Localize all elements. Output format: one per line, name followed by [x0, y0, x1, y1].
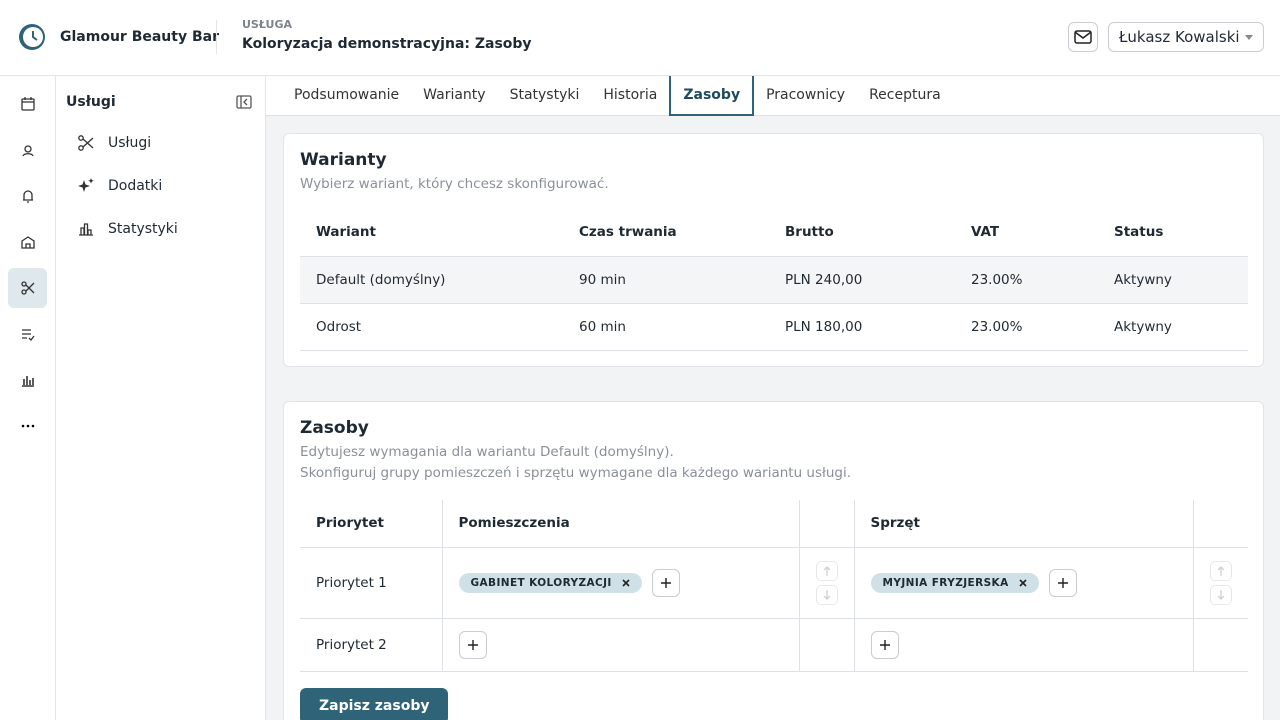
page-title: Koloryzacja demonstracyjna: Zasoby: [242, 36, 532, 52]
icon-rail: [0, 76, 56, 720]
header-row: Priorytet Pomieszczenia Sprzęt: [300, 500, 1248, 548]
resources-table: Priorytet Pomieszczenia Sprzęt Priorytet 1 G…: [300, 500, 1248, 672]
column-header: Priorytet: [300, 500, 442, 548]
cell: Default (domyślny): [300, 256, 563, 304]
cell: PLN 240,00: [769, 256, 955, 304]
variant-row[interactable]: Default (domyślny) 90 min PLN 240,00 23.00%…: [300, 256, 1248, 304]
card-title: Warianty: [300, 150, 387, 170]
rail-notifications[interactable]: [8, 176, 47, 216]
chip: MYJNIA FRYZJERSKA: [870, 572, 1039, 593]
cell: 23.00%: [955, 256, 1098, 304]
logo: [19, 24, 45, 50]
order-cell: [1192, 547, 1248, 619]
order-buttons: [815, 560, 838, 605]
brand: Glamour Beauty Bar: [60, 29, 219, 45]
card-subtitle: Edytujesz wymagania dla wariantu Default…: [300, 442, 1247, 484]
card-title: Zasoby: [300, 418, 369, 438]
sidebar: Usługi Usługi Dodatki Statystyki: [56, 76, 266, 720]
priority-row: Priorytet 1 GABINET KOLORYZACJI MYJNIA FRY…: [300, 547, 1248, 619]
column-header: [798, 500, 854, 548]
cell: PLN 180,00: [769, 303, 955, 351]
add-button[interactable]: [458, 630, 487, 659]
column-header: Sprzęt: [853, 500, 1193, 548]
chip-remove[interactable]: [1019, 578, 1027, 587]
chip-label: MYJNIA FRYZJERSKA: [882, 576, 1009, 589]
variants-card: Warianty Wybierz wariant, który chcesz s…: [283, 133, 1264, 367]
save-button[interactable]: Zapisz zasoby: [300, 687, 449, 720]
column-header: Status: [1098, 209, 1248, 257]
order-cell: [1192, 618, 1248, 672]
chip-label: GABINET KOLORYZACJI: [470, 576, 612, 589]
chip: GABINET KOLORYZACJI: [458, 572, 642, 593]
column-header: Wariant: [300, 209, 563, 257]
order-cell: [798, 547, 854, 619]
order-cell: [798, 618, 854, 672]
cell: 90 min: [563, 256, 769, 304]
tab[interactable]: Statystyki: [509, 87, 580, 103]
priority-label: Priorytet 2: [300, 618, 442, 672]
column-header: Brutto: [769, 209, 955, 257]
rail-tasks[interactable]: [8, 314, 47, 354]
rail-more[interactable]: [8, 406, 47, 446]
tab[interactable]: Warianty: [423, 87, 486, 103]
eyebrow: USŁUGA: [242, 18, 292, 31]
tab[interactable]: Receptura: [869, 87, 941, 103]
nav-item[interactable]: Usługi: [56, 121, 265, 164]
variants-table: Wariant Czas trwania Brutto VAT Status Defaul…: [300, 209, 1248, 351]
rooms-cell: [441, 618, 799, 672]
tab[interactable]: Podsumowanie: [294, 87, 400, 103]
header-row: Wariant Czas trwania Brutto VAT Status: [300, 209, 1248, 257]
priority-row: Priorytet 2: [300, 618, 1248, 672]
collapse-icon[interactable]: [236, 95, 252, 109]
add-button[interactable]: [651, 568, 680, 597]
order-buttons: [1209, 560, 1233, 605]
nav-item[interactable]: Statystyki: [56, 207, 265, 250]
add-button[interactable]: [870, 630, 899, 659]
rail-calendar[interactable]: [8, 84, 47, 124]
column-header: [1192, 500, 1248, 548]
tab[interactable]: Zasoby: [669, 76, 755, 116]
column-header: Pomieszczenia: [441, 500, 799, 548]
column-header: VAT: [955, 209, 1098, 257]
equipment-cell: [853, 618, 1193, 672]
equipment-cell: MYJNIA FRYZJERSKA: [853, 547, 1193, 619]
rail-services[interactable]: [8, 268, 47, 308]
sidebar-title: Usługi: [66, 94, 116, 110]
card-subtitle: Wybierz wariant, który chcesz skonfiguro…: [300, 176, 609, 192]
column-header: Czas trwania: [563, 209, 769, 257]
cell: 60 min: [563, 303, 769, 351]
tab[interactable]: Pracownicy: [766, 87, 846, 103]
tab[interactable]: Historia: [603, 87, 658, 103]
nav-label: Usługi: [108, 134, 152, 151]
subtitle-line: Skonfiguruj grupy pomieszczeń i sprzętu …: [300, 465, 852, 481]
header: Glamour Beauty Bar USŁUGA Koloryzacja de…: [0, 0, 1280, 76]
resources-card: Zasoby Edytujesz wymagania dla wariantu …: [283, 401, 1264, 720]
cell: Aktywny: [1098, 256, 1248, 304]
user-name: Łukasz Kowalski: [1119, 28, 1240, 46]
user-select[interactable]: Łukasz Kowalski: [1108, 22, 1264, 52]
rail-stats[interactable]: [8, 360, 47, 400]
variant-row[interactable]: Odrost 60 min PLN 180,00 23.00% Aktywny: [300, 303, 1248, 351]
chip-remove[interactable]: [622, 578, 630, 587]
nav-label: Statystyki: [108, 220, 178, 237]
add-button[interactable]: [1048, 568, 1077, 597]
cell: Odrost: [300, 303, 563, 351]
subtitle-line: Edytujesz wymagania dla wariantu Default…: [300, 444, 674, 460]
priority-label: Priorytet 1: [300, 547, 442, 619]
divider: [216, 20, 217, 54]
nav-label: Dodatki: [108, 177, 163, 194]
rail-clients[interactable]: [8, 131, 47, 171]
rooms-cell: GABINET KOLORYZACJI: [441, 547, 799, 619]
tabs: Podsumowanie Warianty Statystyki Historia Za…: [266, 76, 1280, 116]
rail-salon[interactable]: [8, 222, 47, 262]
cell: Aktywny: [1098, 303, 1248, 351]
cell: 23.00%: [955, 303, 1098, 351]
nav-item[interactable]: Dodatki: [56, 164, 265, 207]
mail-button[interactable]: [1068, 22, 1098, 52]
